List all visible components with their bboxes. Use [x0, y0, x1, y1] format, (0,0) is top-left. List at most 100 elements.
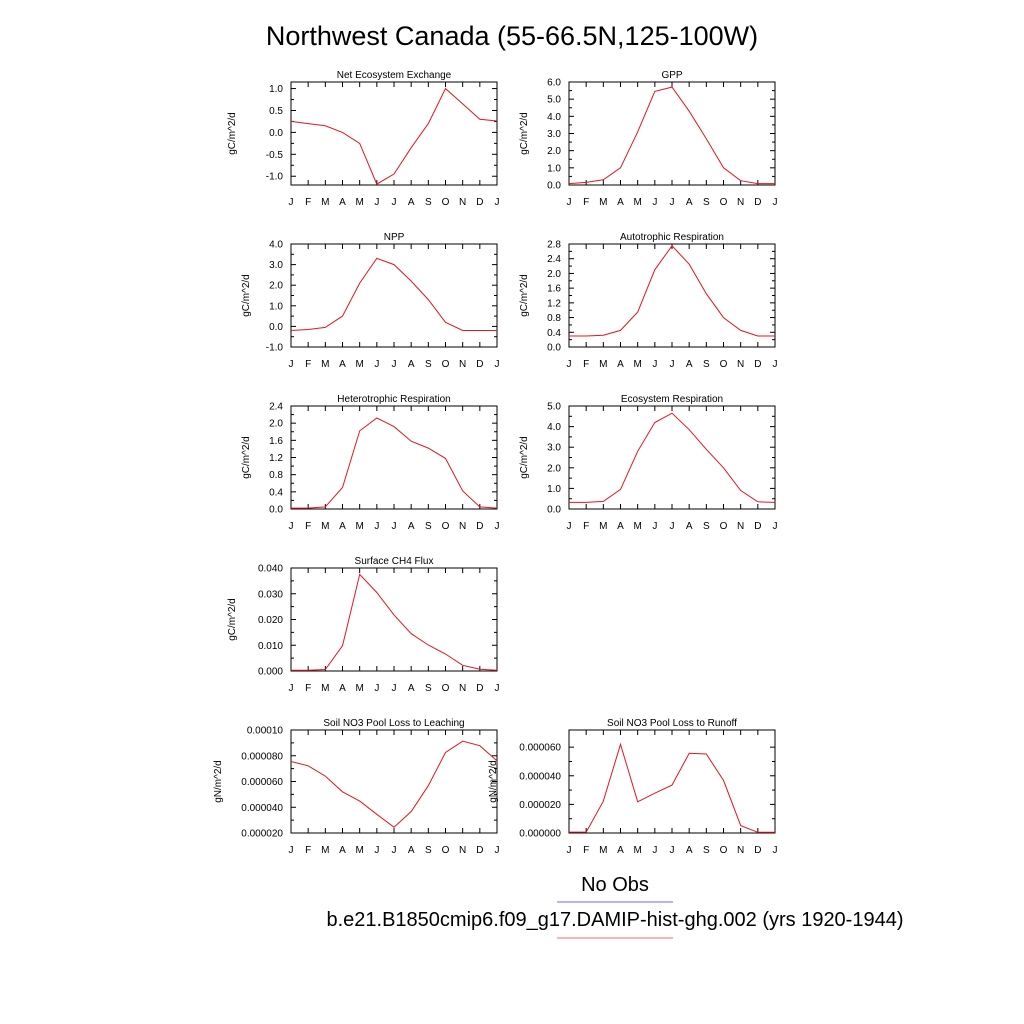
y-tick-label: 2.0	[547, 146, 561, 157]
x-tick-label: J	[670, 197, 675, 208]
y-tick-label: 0.000060	[241, 777, 283, 788]
x-tick-label: D	[476, 845, 483, 856]
y-tick-label: 4.0	[547, 112, 561, 123]
plot-frame	[290, 243, 498, 348]
x-tick-label: M	[599, 197, 607, 208]
x-tick-label: A	[617, 521, 624, 532]
panel-title: Heterotrophic Respiration	[337, 394, 450, 405]
y-tick-label: 6.0	[547, 78, 561, 89]
panel-title: NPP	[384, 232, 405, 243]
x-tick-label: D	[754, 521, 761, 532]
panel-title: Soil NO3 Pool Loss to Runoff	[607, 718, 737, 729]
x-tick-label: A	[686, 521, 693, 532]
y-tick-label: 2.0	[269, 281, 283, 292]
x-tick-label: M	[633, 521, 641, 532]
x-tick-label: J	[374, 521, 379, 532]
x-tick-label: D	[754, 845, 761, 856]
x-tick-label: A	[339, 359, 346, 370]
plot-frame	[290, 567, 498, 672]
series-line-1	[290, 257, 497, 331]
x-tick-label: J	[773, 845, 778, 856]
x-tick-label: D	[476, 197, 483, 208]
x-tick-label: S	[425, 521, 432, 532]
y-axis-label: gC/m^2/d	[227, 598, 238, 641]
y-axis-label: gC/m^2/d	[519, 274, 530, 317]
y-tick-label: 0.8	[547, 313, 561, 324]
x-tick-label: N	[459, 521, 466, 532]
y-tick-label: 0.0	[547, 343, 561, 354]
series-line-1	[290, 740, 498, 828]
y-tick-label: -1.0	[266, 343, 284, 354]
y-tick-label: 2.0	[269, 419, 283, 430]
x-tick-label: J	[495, 359, 500, 370]
x-tick-label: J	[773, 521, 778, 532]
x-tick-label: O	[442, 683, 450, 694]
y-tick-label: 1.2	[269, 453, 283, 464]
x-tick-label: J	[374, 197, 379, 208]
panel-title: Surface CH4 Flux	[355, 556, 434, 567]
x-tick-label: M	[355, 845, 363, 856]
y-tick-label: 0.5	[269, 106, 283, 117]
y-axis-label: gC/m^2/d	[519, 436, 530, 479]
series-line-1	[291, 573, 498, 671]
x-tick-label: M	[355, 521, 363, 532]
y-tick-label: 2.8	[547, 240, 561, 251]
x-tick-label: S	[425, 197, 432, 208]
x-tick-label: M	[355, 197, 363, 208]
x-tick-label: A	[339, 845, 346, 856]
series-line-1	[291, 417, 498, 509]
y-tick-label: 0.000080	[241, 751, 283, 762]
y-tick-label: 3.0	[547, 129, 561, 140]
x-tick-label: F	[583, 359, 589, 370]
plot-frame	[568, 81, 776, 186]
y-tick-label: 0.020	[258, 615, 283, 626]
x-tick-label: S	[703, 521, 710, 532]
x-tick-label: F	[305, 683, 311, 694]
y-tick-label: 5.0	[547, 402, 561, 413]
x-tick-label: N	[459, 197, 466, 208]
y-tick-label: -1.0	[266, 172, 284, 183]
y-tick-label: 0.010	[258, 641, 283, 652]
y-tick-label: 0.8	[269, 470, 283, 481]
series-line-1	[569, 245, 775, 337]
x-tick-label: S	[425, 359, 432, 370]
x-tick-label: A	[408, 683, 415, 694]
x-tick-label: J	[392, 197, 397, 208]
y-tick-label: 2.0	[547, 463, 561, 474]
x-tick-label: F	[583, 197, 589, 208]
x-tick-label: J	[670, 845, 675, 856]
series-line-1	[569, 742, 775, 833]
x-tick-label: D	[754, 197, 761, 208]
plot-frame	[568, 729, 776, 834]
y-tick-label: 1.6	[269, 436, 283, 447]
y-axis-label: gC/m^2/d	[227, 112, 238, 155]
x-tick-label: J	[773, 359, 778, 370]
x-tick-label: J	[392, 359, 397, 370]
y-tick-label: 1.0	[269, 301, 283, 312]
x-tick-label: J	[495, 521, 500, 532]
x-tick-label: D	[476, 683, 483, 694]
x-tick-label: J	[392, 845, 397, 856]
x-tick-label: S	[703, 845, 710, 856]
y-tick-label: 3.0	[269, 260, 283, 271]
x-tick-label: J	[567, 197, 572, 208]
y-tick-label: 5.0	[547, 95, 561, 106]
y-tick-label: 0.000040	[519, 771, 561, 782]
x-tick-label: J	[567, 521, 572, 532]
y-tick-label: 0.0	[547, 505, 561, 516]
x-tick-label: D	[476, 359, 483, 370]
x-tick-label: M	[633, 359, 641, 370]
x-tick-label: J	[289, 845, 294, 856]
y-tick-label: 1.0	[269, 84, 283, 95]
y-tick-label: 0.4	[547, 328, 561, 339]
y-tick-label: 0.4	[269, 487, 283, 498]
x-tick-label: F	[583, 845, 589, 856]
x-tick-label: O	[720, 845, 728, 856]
x-tick-label: M	[355, 359, 363, 370]
y-axis-label: gC/m^2/d	[519, 112, 530, 155]
x-tick-label: S	[425, 683, 432, 694]
x-tick-label: J	[670, 359, 675, 370]
